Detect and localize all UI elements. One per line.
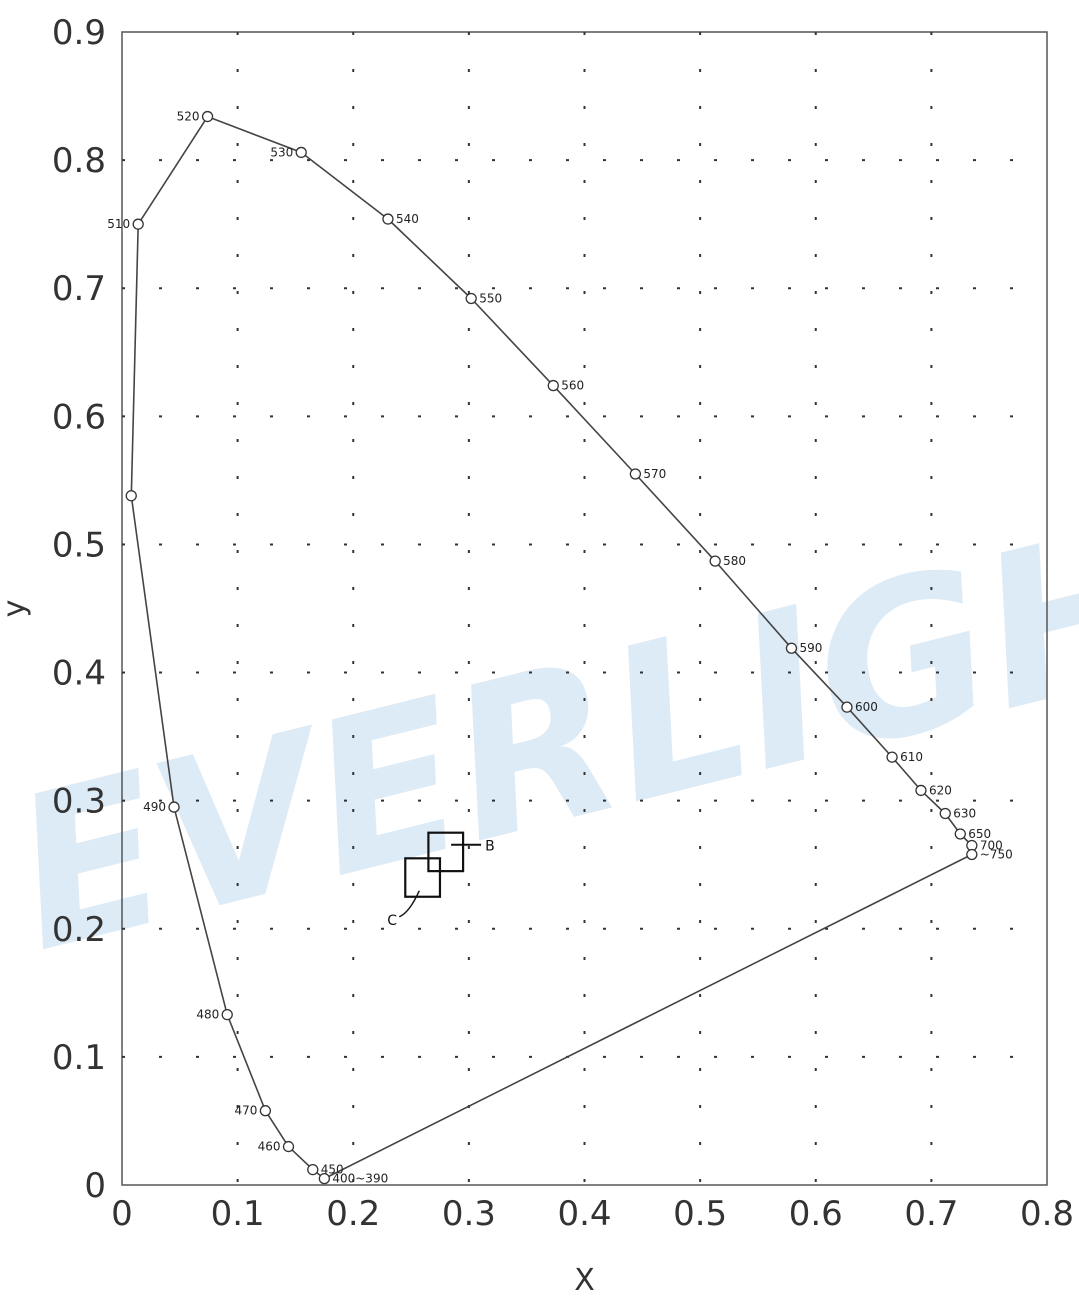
wavelength-point (785, 642, 798, 654)
wavelength-label: 630 (953, 806, 976, 820)
wavelength-point (939, 807, 951, 820)
wavelength-point (629, 468, 642, 480)
x-tick-label: 0 (111, 1194, 133, 1234)
x-tick-label: 0.8 (1020, 1194, 1074, 1234)
wavelength-label: 650 (968, 827, 991, 841)
wavelength-label: 550 (479, 291, 502, 305)
wavelength-label: 620 (929, 783, 952, 797)
wavelength-label: 470 (234, 1104, 257, 1118)
wavelength-point (259, 1105, 272, 1117)
x-tick-label: 0.1 (211, 1194, 265, 1234)
wavelength-label: 530 (270, 145, 293, 159)
wavelength-point (915, 784, 927, 797)
x-tick-label: 0.6 (789, 1194, 843, 1234)
wavelength-point (295, 146, 307, 159)
wavelength-point (547, 379, 559, 392)
wavelength-label: 700 (980, 839, 1003, 853)
color-bin-box (404, 857, 442, 898)
y-tick-label: 0.6 (52, 397, 106, 437)
wavelength-point (709, 555, 721, 567)
y-tick-label: 0.2 (52, 910, 106, 950)
wavelength-label: 600 (855, 700, 878, 714)
wavelength-point (954, 828, 966, 840)
x-tick-label: 0.3 (442, 1194, 496, 1234)
wavelength-point (886, 751, 898, 763)
wavelength-point (201, 110, 214, 123)
y-tick-label: 0.1 (52, 1038, 106, 1078)
x-tick-label: 0.7 (904, 1194, 958, 1234)
y-axis-label: y (0, 600, 32, 618)
y-tick-label: 0.5 (52, 525, 106, 565)
wavelength-label: 460 (258, 1140, 281, 1154)
wavelength-point (465, 292, 477, 305)
wavelength-label: 520 (177, 110, 200, 124)
color-bin-box (427, 831, 465, 873)
wavelength-point (125, 490, 137, 502)
y-tick-label: 0.4 (52, 654, 106, 694)
wavelength-label: 580 (723, 554, 746, 568)
y-tick-label: 0.9 (52, 13, 106, 53)
wavelength-label: 490 (143, 800, 166, 814)
wavelength-label: 570 (643, 467, 666, 481)
y-tick-label: 0.7 (52, 269, 106, 309)
wavelength-point (841, 701, 853, 713)
wavelength-point (382, 213, 394, 225)
color-bin-label: C (387, 913, 397, 929)
x-tick-label: 0.4 (557, 1194, 611, 1234)
wavelength-point (132, 218, 144, 230)
color-bin-label: B (485, 839, 495, 855)
wavelength-label: 540 (396, 212, 419, 226)
wavelength-label: 450 (321, 1163, 344, 1177)
wavelength-label: 610 (900, 750, 923, 764)
wavelength-label: 400~390 (332, 1172, 388, 1186)
x-axis-label: X (574, 1263, 595, 1298)
x-tick-label: 0.5 (673, 1194, 727, 1234)
y-tick-label: 0 (84, 1166, 106, 1206)
wavelength-point (318, 1172, 330, 1185)
wavelength-label: 480 (196, 1008, 219, 1022)
x-tick-label: 0.2 (326, 1194, 380, 1234)
y-tick-label: 0.8 (52, 141, 106, 181)
wavelength-point (221, 1008, 233, 1021)
wavelength-point (168, 801, 180, 813)
wavelength-label: 510 (107, 217, 130, 231)
wavelength-label: 590 (799, 641, 822, 655)
bin-leader-line (398, 890, 420, 918)
wavelength-point (307, 1163, 319, 1176)
y-tick-label: 0.3 (52, 782, 106, 822)
wavelength-label: ~750 (980, 847, 1013, 861)
wavelength-point (966, 848, 978, 861)
wavelength-label: 560 (561, 379, 584, 393)
wavelength-point (282, 1140, 295, 1153)
